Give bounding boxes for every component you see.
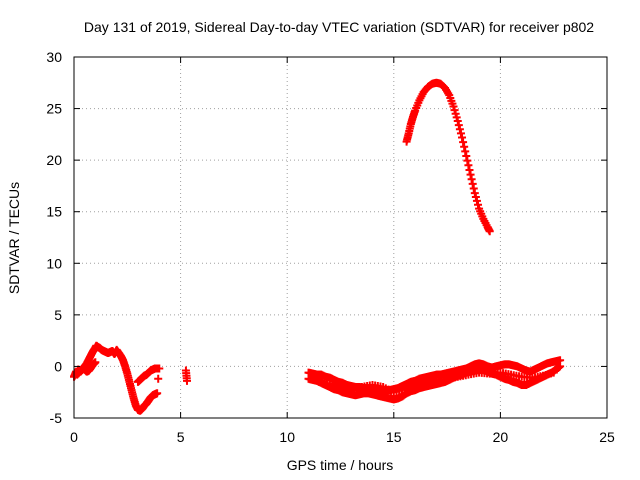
data-point (459, 138, 468, 147)
grid-lines (74, 57, 607, 418)
y-tick-label: 20 (46, 152, 62, 168)
data-point (453, 116, 462, 125)
data-point (153, 389, 162, 398)
data-point (454, 121, 463, 130)
data-point (91, 358, 100, 367)
data-point (461, 147, 470, 156)
data-point (182, 376, 191, 385)
data-point (464, 161, 473, 170)
data-point (474, 200, 483, 209)
data-point (467, 175, 476, 184)
y-tick-label: -5 (50, 410, 63, 426)
data-point (455, 125, 464, 134)
data-point (469, 184, 478, 193)
data-point (556, 362, 565, 371)
data-point (468, 179, 477, 188)
data-point (154, 374, 163, 383)
data-point (460, 142, 469, 151)
y-tick-label: 5 (54, 307, 62, 323)
y-tick-label: 0 (54, 358, 62, 374)
x-axis-label: GPS time / hours (287, 457, 394, 473)
data-point (549, 368, 558, 377)
data-point (470, 189, 479, 198)
x-tick-label: 15 (386, 429, 402, 445)
data-point (458, 133, 467, 142)
data-point (462, 152, 471, 161)
y-axis-label: SDTVAR / TECUs (6, 182, 22, 294)
data-point (485, 227, 494, 236)
y-tick-label: 15 (46, 204, 62, 220)
x-tick-label: 10 (279, 429, 295, 445)
x-tick-label: 20 (493, 429, 509, 445)
x-tick-label: 0 (70, 429, 78, 445)
data-point (466, 170, 475, 179)
data-point (155, 364, 164, 373)
x-tick-label: 5 (177, 429, 185, 445)
x-tick-label: 25 (599, 429, 615, 445)
y-tick-label: 30 (46, 49, 62, 65)
axis-ticks: 0 5 10 15 20 25 -5 0 5 10 15 20 25 30 (46, 49, 615, 445)
chart-title: Day 131 of 2019, Sidereal Day-to-day VTE… (84, 19, 594, 35)
data-point (472, 196, 481, 205)
plot-frame (73, 56, 608, 419)
data-point (471, 193, 480, 202)
data-series (70, 78, 565, 415)
y-tick-label: 10 (46, 255, 62, 271)
data-point (463, 156, 472, 165)
y-tick-label: 25 (46, 101, 62, 117)
data-point (456, 129, 465, 138)
data-point (465, 165, 474, 174)
